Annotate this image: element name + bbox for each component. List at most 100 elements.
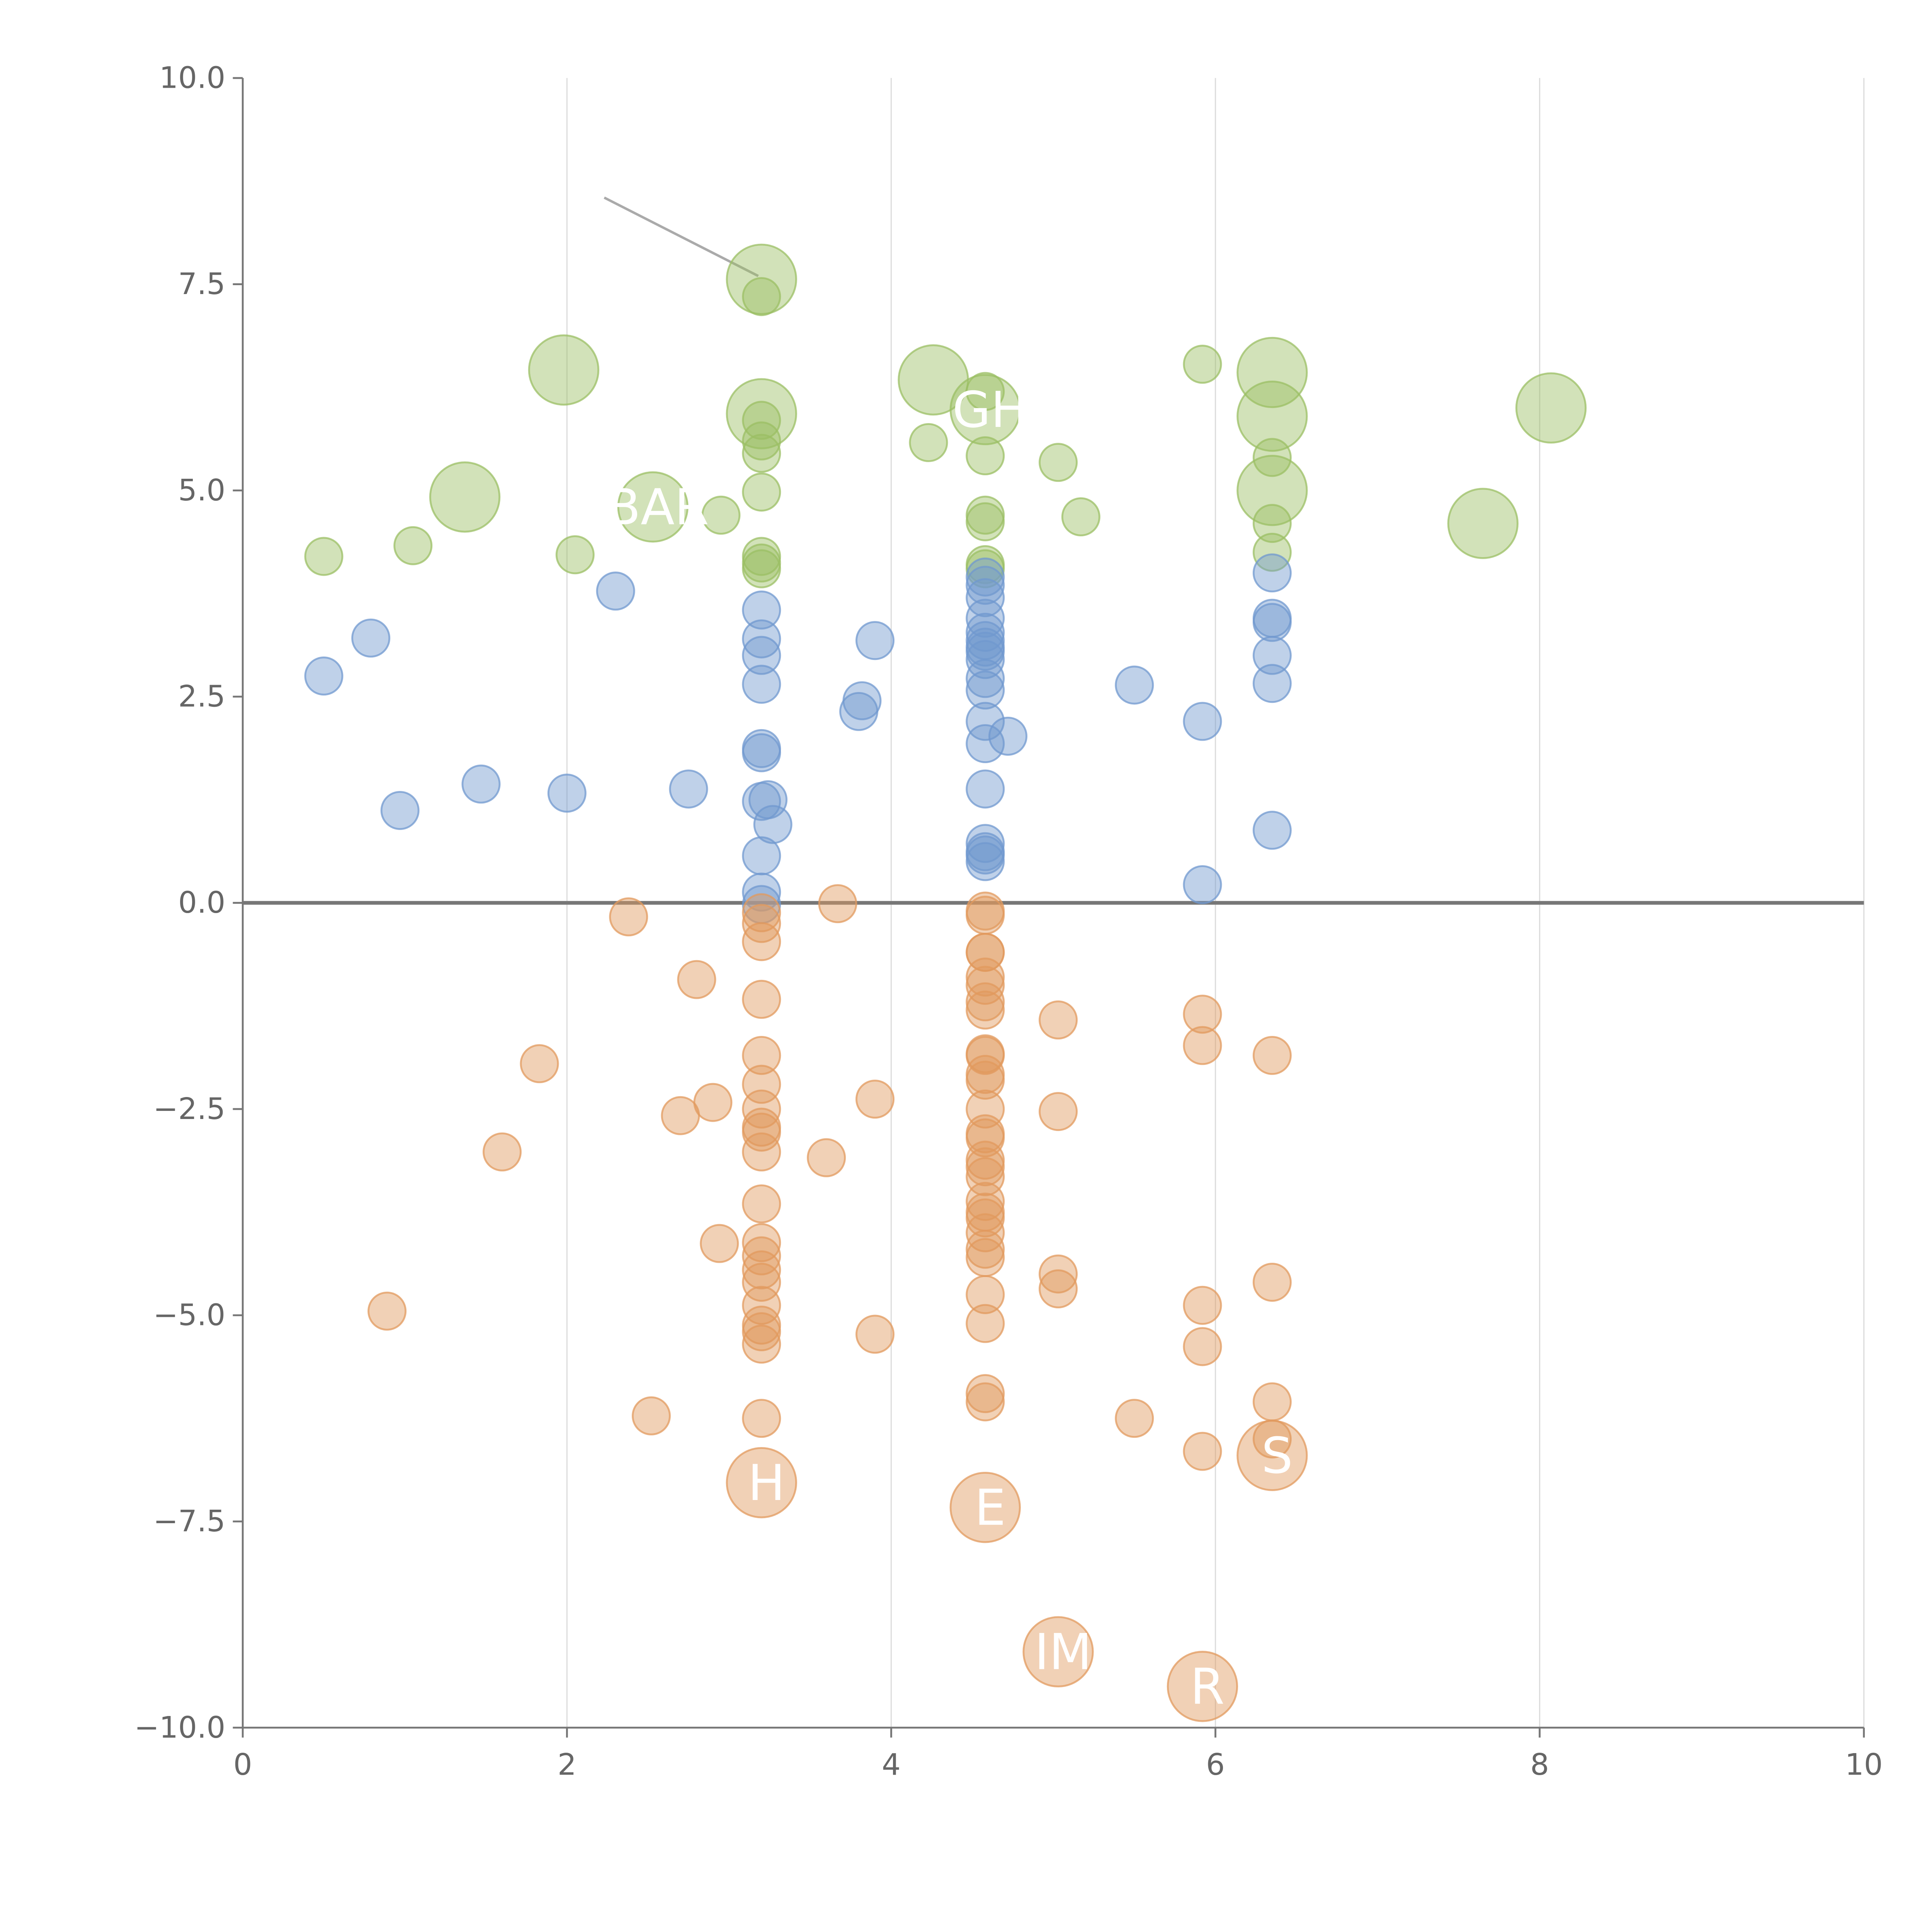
large-bubble [949, 1472, 1021, 1543]
data-point [742, 836, 781, 876]
data-point [742, 665, 781, 704]
y-tick-label: −10.0 [134, 1711, 226, 1745]
data-point [842, 681, 882, 721]
data-point [966, 1061, 1005, 1100]
data-point [742, 1250, 781, 1289]
data-point [1252, 553, 1292, 593]
data-point [701, 495, 741, 535]
data-point [742, 733, 781, 772]
data-point [304, 656, 344, 696]
data-point [1039, 1254, 1078, 1294]
large-bubble [726, 378, 797, 449]
large-bubble [1515, 372, 1587, 444]
data-point [742, 872, 781, 912]
data-point [1252, 532, 1292, 572]
data-point [1252, 603, 1292, 642]
data-point [742, 1262, 781, 1302]
data-point [380, 791, 420, 830]
data-point [909, 423, 948, 462]
data-point [966, 599, 1005, 638]
data-point [1183, 865, 1222, 905]
data-point [596, 571, 635, 611]
data-point [742, 434, 781, 473]
large-bubbles [429, 243, 1587, 1722]
y-tick-label: 2.5 [178, 680, 225, 714]
data-point [1183, 702, 1222, 741]
data-point [555, 535, 595, 575]
data-point [742, 549, 781, 588]
data-point [966, 1382, 1005, 1422]
data-point [742, 980, 781, 1019]
data-point [966, 659, 1005, 698]
x-tick-label: 0 [233, 1748, 252, 1782]
data-point [966, 436, 1005, 476]
data-point [966, 1374, 1005, 1413]
data-point [966, 702, 1005, 741]
data-point [367, 1291, 407, 1331]
data-point [966, 1238, 1005, 1277]
large-bubble [528, 334, 600, 406]
data-point [1115, 665, 1154, 705]
data-point [1039, 1000, 1078, 1040]
bubble-label: S [1261, 1427, 1293, 1485]
data-point [742, 893, 781, 932]
data-point [742, 1399, 781, 1438]
bubble-label: R [1190, 1658, 1225, 1716]
data-point [966, 631, 1005, 671]
data-point [461, 764, 501, 804]
data-point [742, 1132, 781, 1172]
data-point [693, 1083, 733, 1122]
bubble-label: BAR [607, 479, 709, 536]
data-point [742, 590, 781, 630]
data-point [807, 1138, 846, 1177]
data-point [966, 566, 1005, 605]
large-bubble [617, 471, 689, 543]
data-point [1183, 1286, 1222, 1325]
data-point [742, 473, 781, 512]
data-point [742, 922, 781, 961]
y-tick-label: −5.0 [153, 1298, 226, 1332]
data-point [966, 1230, 1005, 1269]
data-point [966, 557, 1005, 597]
data-point [966, 1275, 1005, 1314]
large-bubble [1236, 1420, 1308, 1491]
bubble-label: E [975, 1479, 1006, 1537]
large-bubble [429, 461, 501, 533]
large-bubble [726, 243, 797, 315]
large-bubble [1236, 380, 1308, 452]
data-point [520, 1044, 559, 1083]
data-point [742, 401, 781, 440]
data-point [966, 1304, 1005, 1343]
data-point [351, 618, 391, 658]
x-tick-label: 2 [558, 1748, 577, 1782]
large-bubble [949, 374, 1021, 446]
data-point [1183, 1327, 1222, 1366]
leader-line [604, 196, 759, 277]
data-point [966, 769, 1005, 809]
large-bubble [1236, 337, 1308, 408]
large-bubble [1236, 455, 1308, 526]
data-point [966, 842, 1005, 881]
data-point [966, 896, 1005, 935]
point-labels: GH BAR H E S IM R [607, 381, 1293, 1716]
data-point [742, 1184, 781, 1224]
y-tick-label: 0.0 [178, 886, 225, 920]
data-point [748, 780, 788, 820]
bubble-label: H [748, 1454, 785, 1512]
data-point [966, 1147, 1005, 1187]
data-point [742, 1312, 781, 1352]
data-point [609, 897, 648, 937]
x-tick-label: 8 [1530, 1748, 1549, 1782]
data-point [483, 1132, 522, 1172]
data-point [855, 1080, 895, 1119]
scatter-points [304, 277, 1292, 1471]
data-point [393, 526, 433, 565]
data-point [966, 982, 1005, 1022]
data-point [1252, 811, 1292, 850]
data-point [966, 578, 1005, 617]
data-point [742, 1112, 781, 1152]
x-tick-label: 4 [882, 1748, 901, 1782]
y-tick-label: 10.0 [159, 61, 225, 95]
data-point [1252, 1262, 1292, 1302]
